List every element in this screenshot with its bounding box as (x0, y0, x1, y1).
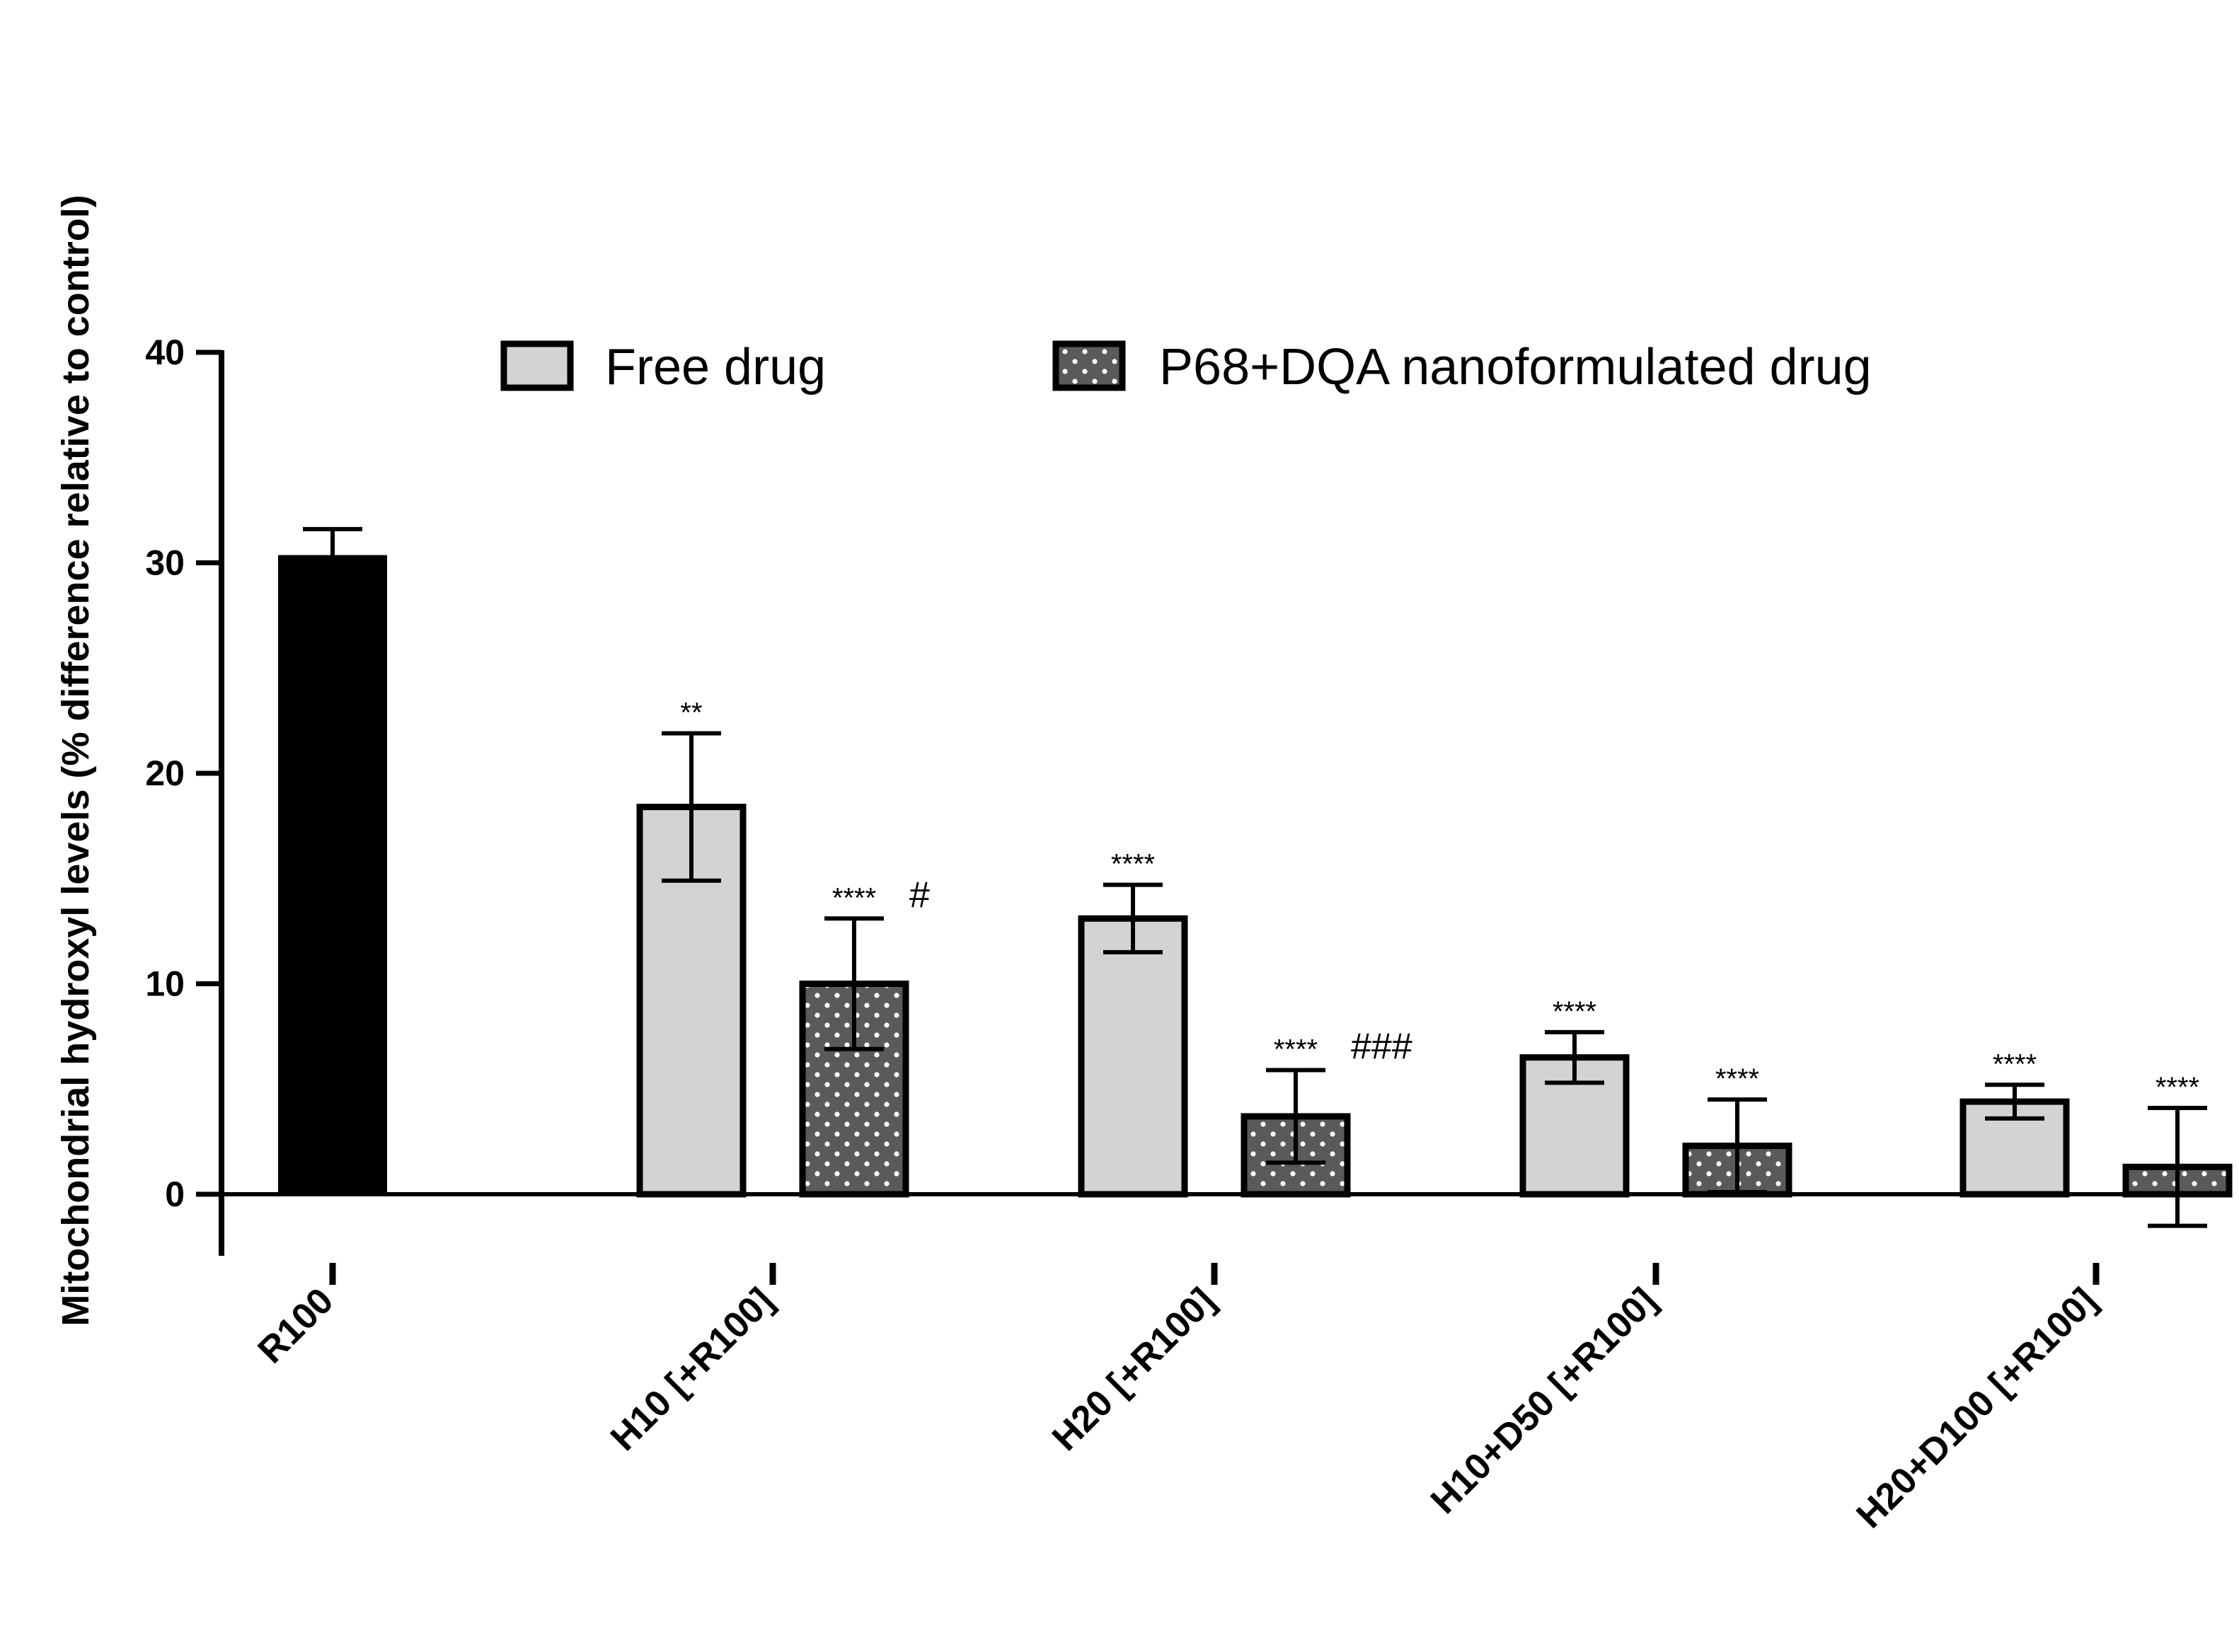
hash-significance-label: ### (1351, 1026, 1412, 1067)
significance-label: **** (832, 882, 876, 913)
hash-significance-label: # (909, 874, 930, 915)
x-tick-label: H20+D100 [+R100] (1849, 1280, 2105, 1536)
significance-label: **** (1715, 1063, 1759, 1094)
legend-label-free-drug: Free drug (605, 339, 826, 395)
significance-label: ** (680, 697, 702, 728)
significance-label: **** (1993, 1049, 2037, 1080)
x-tick-label: H10 [+R100] (603, 1280, 782, 1459)
legend-swatch-free-drug (500, 340, 574, 391)
legend-swatch-nanoformulated-drug (1052, 340, 1126, 391)
significance-label: **** (2155, 1072, 2199, 1103)
legend-label-nanoformulated-drug: P68+DQA nanoformulated drug (1159, 339, 1872, 395)
significance-label: **** (1274, 1034, 1318, 1065)
significance-label: **** (1111, 849, 1155, 880)
x-tick-label: H10+D50 [+R100] (1423, 1280, 1664, 1521)
y-tick-label: 40 (145, 333, 185, 372)
labels: ****************** #**** ###**** **** (680, 697, 2199, 1103)
y-tick-label: 30 (145, 543, 185, 583)
y-axis-label: Mitochondrial hydroxyl levels (% differe… (54, 195, 97, 1326)
bars (278, 526, 2233, 1228)
legend: Free drug P68+DQA nanoformulated drug (500, 339, 1872, 395)
x-tick-label: R100 (251, 1280, 342, 1371)
bar-free-drug (1078, 915, 1188, 1198)
y-tick-label: 10 (145, 964, 185, 1004)
bar-R100 (278, 555, 387, 1196)
significance-label: **** (1553, 996, 1596, 1027)
x-tick-label: H20 [+R100] (1044, 1280, 1224, 1459)
y-tick-label: 20 (145, 753, 185, 793)
y-tick-label: 0 (165, 1174, 185, 1214)
